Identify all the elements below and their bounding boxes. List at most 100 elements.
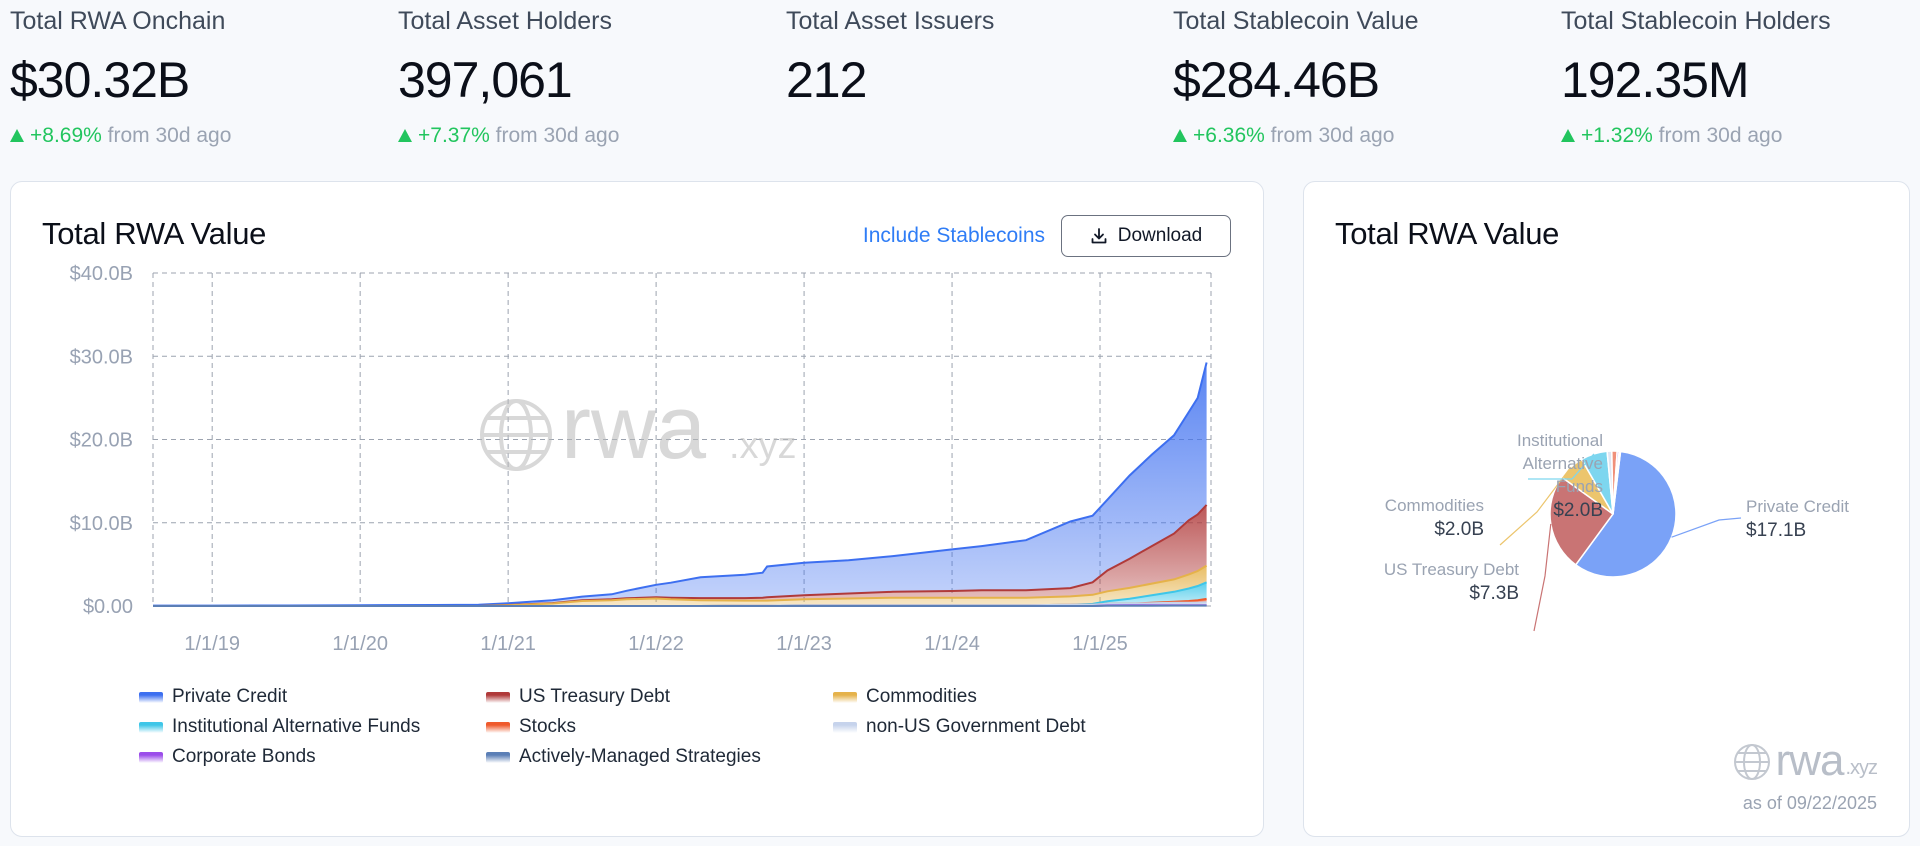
x-tick-label: 1/1/19 [184, 633, 240, 655]
legend-swatch [486, 721, 510, 733]
x-tick-label: 1/1/23 [776, 633, 832, 655]
y-tick-label: $10.0B [70, 513, 133, 535]
stat-label: Total RWA Onchain [10, 7, 226, 35]
chart-legend: Private Credit US Treasury Debt Commoditie… [139, 686, 1139, 786]
stat-asset-holders: Total Asset Holders 397,061 +7.37% from … [398, 6, 778, 149]
stat-change-suffix: from 30d ago [1658, 124, 1783, 147]
private-credit-leader [1671, 517, 1742, 538]
download-icon [1091, 228, 1107, 244]
watermark-suffix: .xyz [729, 425, 797, 467]
legend-item-commodities[interactable]: Commodities [833, 686, 977, 708]
stat-change-suffix: from 30d ago [1270, 124, 1395, 147]
x-tick-label: 1/1/21 [480, 633, 536, 655]
stat-value: 397,061 [398, 52, 573, 108]
legend-swatch [833, 691, 857, 703]
commodities-leader [1499, 466, 1572, 546]
stat-label: Total Stablecoin Holders [1561, 7, 1831, 35]
legend-swatch [486, 691, 510, 703]
stat-change-value: +8.69% [30, 124, 102, 147]
pie-slice-private-credit[interactable] [1574, 450, 1677, 578]
legend-swatch [486, 751, 510, 763]
legend-item-non-us-government-debt[interactable]: non-US Government Debt [833, 716, 1086, 738]
legend-label: US Treasury Debt [519, 686, 670, 707]
line-private-credit [153, 362, 1208, 607]
stat-total-rwa: Total RWA Onchain $30.32B +8.69% from 30… [10, 6, 390, 149]
rwa-value-chart-card: $0.00 $10.0B $20.0B $30.0B $40.0B 1/1/19 1/1/2… [10, 181, 1264, 837]
pie-title: Total RWA Value [1335, 216, 1560, 251]
rwa-logo-watermark: rwa .xyz [1732, 736, 1878, 786]
download-button[interactable]: Download [1061, 215, 1231, 257]
us-treasury-debt-label: US Treasury Debt [1384, 560, 1519, 579]
institutional-alternative-funds-value: $2.0B [1553, 500, 1603, 521]
pie-slice-actively-managed-strategies[interactable] [1612, 450, 1622, 515]
watermark-text: rwa [561, 378, 707, 478]
area-chart: $0.00 $10.0B $20.0B $30.0B $40.0B 1/1/19 1/1/2… [70, 263, 1212, 655]
legend-item-private-credit[interactable]: Private Credit [139, 686, 287, 708]
private-credit-value: $17.1B [1746, 520, 1806, 541]
y-tick-label: $20.0B [70, 430, 133, 452]
arrow-up-icon [1561, 129, 1575, 142]
stat-change-value: +1.32% [1581, 124, 1653, 147]
arrow-up-icon [10, 129, 24, 142]
commodities-label: Commodities [1385, 496, 1484, 515]
institutional-alternative-funds-leader [1528, 453, 1595, 480]
legend-swatch [139, 751, 163, 763]
y-tick-label: $40.0B [70, 263, 133, 285]
legend-label: Commodities [866, 686, 977, 707]
us-treasury-debt-value: $7.3B [1469, 583, 1519, 604]
stat-label: Total Asset Holders [398, 7, 612, 35]
arrow-up-icon [1173, 129, 1187, 142]
arrow-up-icon [398, 129, 412, 142]
legend-swatch [139, 691, 163, 703]
legend-label: Stocks [519, 716, 577, 737]
legend-item-us-treasury-debt[interactable]: US Treasury Debt [486, 686, 670, 708]
legend-swatch [833, 721, 857, 733]
stat-value: $284.46B [1173, 52, 1380, 108]
pie-chart: Private Credit $17.1B US Treasury Debt $7.3… [1384, 431, 1849, 632]
commodities-value: $2.0B [1434, 519, 1484, 540]
stat-stablecoin-holders: Total Stablecoin Holders 192.35M +1.32% … [1561, 6, 1920, 149]
private-credit-label: Private Credit [1746, 497, 1849, 516]
x-tick-label: 1/1/25 [1072, 633, 1128, 655]
stats-strip: Total RWA Onchain $30.32B +8.69% from 30… [0, 0, 1920, 150]
legend-swatch [139, 721, 163, 733]
stat-value: $30.32B [10, 52, 190, 108]
stat-change: +7.37% from 30d ago [398, 123, 778, 149]
legend-item-corporate-bonds[interactable]: Corporate Bonds [139, 746, 316, 768]
legend-item-actively-managed-strategies[interactable]: Actively-Managed Strategies [486, 746, 761, 768]
stat-value: 192.35M [1561, 52, 1750, 108]
area-series-group [153, 362, 1208, 607]
stat-change: +8.69% from 30d ago [10, 123, 390, 149]
rwa-watermark: rwa .xyz [480, 378, 797, 478]
legend-label: Private Credit [172, 686, 288, 707]
grid [152, 272, 1212, 607]
include-stablecoins-toggle[interactable]: Include Stablecoins [862, 224, 1045, 247]
rwa-distribution-card: Private Credit $17.1B US Treasury Debt $7.3… [1303, 181, 1910, 837]
watermark-suffix: .xyz [1845, 757, 1878, 779]
stat-label: Total Stablecoin Value [1173, 7, 1419, 35]
stat-value: 212 [786, 52, 867, 108]
stat-asset-issuers: Total Asset Issuers 212 [786, 6, 1166, 110]
as-of-date: as of 09/22/2025 [1742, 793, 1877, 813]
stat-change-value: +6.36% [1193, 124, 1265, 147]
stat-label: Total Asset Issuers [786, 7, 995, 35]
globe-icon [1733, 744, 1770, 780]
legend-label: Corporate Bonds [172, 746, 316, 767]
pie-slices [1549, 450, 1677, 578]
download-label: Download [1117, 225, 1203, 246]
legend-item-institutional-alternative-funds[interactable]: Institutional Alternative Funds [139, 716, 420, 738]
x-tick-label: 1/1/24 [924, 633, 980, 655]
chart-title: Total RWA Value [42, 216, 267, 251]
stat-change: +6.36% from 30d ago [1173, 123, 1553, 149]
legend-item-stocks[interactable]: Stocks [486, 716, 576, 738]
stat-change: +1.32% from 30d ago [1561, 123, 1920, 149]
us-treasury-debt-leader [1533, 523, 1552, 632]
watermark-text: rwa [1775, 736, 1845, 785]
legend-label: Institutional Alternative Funds [172, 716, 421, 737]
stat-change-value: +7.37% [418, 124, 490, 147]
x-tick-label: 1/1/22 [628, 633, 684, 655]
y-tick-label: $30.0B [70, 346, 133, 368]
stat-stablecoin-value: Total Stablecoin Value $284.46B +6.36% f… [1173, 6, 1553, 149]
legend-label: non-US Government Debt [866, 716, 1086, 737]
stat-change-suffix: from 30d ago [495, 124, 620, 147]
